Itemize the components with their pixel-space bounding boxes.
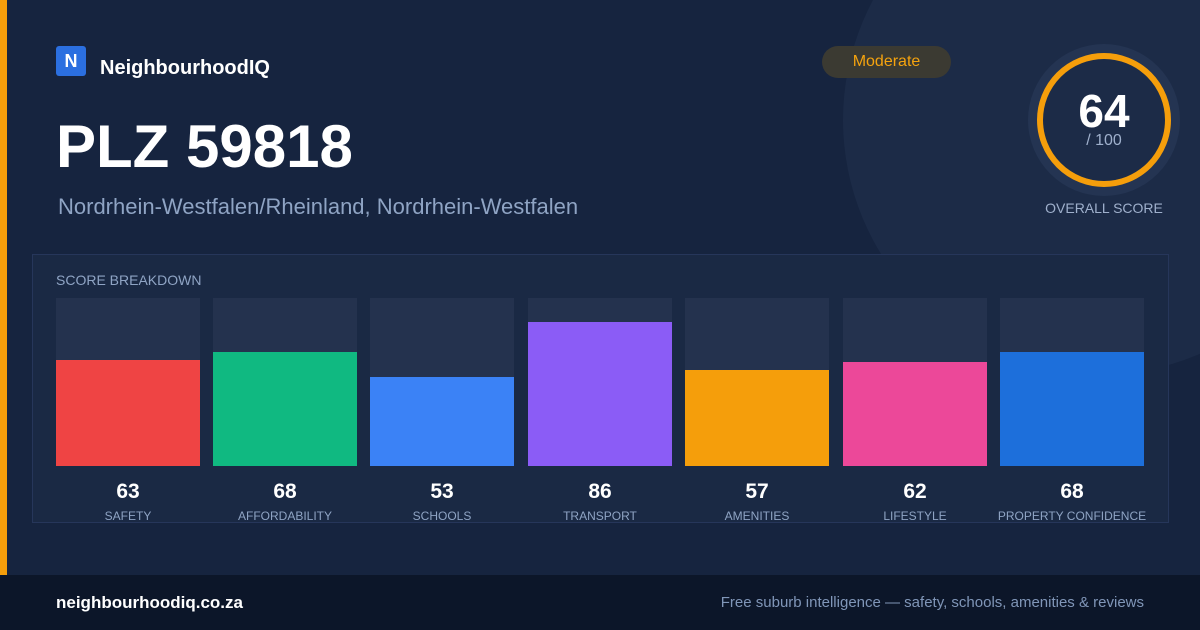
overall-score-ring: [1028, 44, 1180, 196]
footer-tagline: Free suburb intelligence — safety, schoo…: [720, 594, 1144, 611]
brand-logo-icon: N: [56, 46, 86, 76]
bar-label: PROPERTY CONFIDENCE: [997, 509, 1147, 523]
bar-fill: [843, 361, 987, 466]
bar-track: [528, 298, 672, 466]
footer: neighbourhoodiq.co.za Free suburb intell…: [0, 575, 1200, 630]
score-ring-progress: [1037, 53, 1171, 187]
overall-score-label: OVERALL SCORE: [1045, 200, 1163, 216]
bar-track: [56, 298, 200, 466]
bar-track: [213, 298, 357, 466]
page-title: PLZ 59818: [56, 113, 353, 180]
bar-label: SCHOOLS: [412, 509, 472, 523]
bar-schools: 53 SCHOOLS: [370, 298, 514, 523]
brand-name: NeighbourhoodIQ: [100, 56, 270, 79]
breakdown-title: SCORE BREAKDOWN: [56, 272, 202, 288]
bar-lifestyle: 62 LIFESTYLE: [843, 298, 987, 523]
bar-value: 53: [430, 480, 454, 503]
bar-label: LIFESTYLE: [883, 509, 947, 523]
bar-value: 86: [588, 480, 612, 503]
bar-safety: 63 SAFETY: [56, 298, 200, 523]
bar-fill: [1000, 351, 1144, 466]
overall-score-value: 64: [1078, 85, 1130, 137]
footer-site-link[interactable]: neighbourhoodiq.co.za: [56, 593, 243, 612]
share-card: N NeighbourhoodIQ Moderate PLZ 59818 Nor…: [0, 0, 1180, 575]
bar-label: SAFETY: [104, 509, 152, 523]
bar-value: 63: [116, 480, 140, 503]
bar-fill: [213, 351, 357, 466]
bar-fill: [528, 321, 672, 466]
brand[interactable]: N NeighbourhoodIQ: [56, 46, 270, 79]
rating-badge: Moderate: [822, 46, 951, 78]
bar-transport: 86 TRANSPORT: [528, 298, 672, 523]
bar-fill: [370, 376, 514, 466]
bar-track: [1000, 298, 1144, 466]
location-subtitle: Nordrhein-Westfalen/Rheinland, Nordrhein…: [58, 194, 579, 219]
bar-track: [843, 298, 987, 466]
bar-value: 62: [903, 480, 927, 503]
bar-fill: [685, 370, 829, 466]
left-accent-bar: [0, 0, 7, 575]
bar-fill: [56, 360, 200, 466]
bar-property-confidence: 68 PROPERTY CONFIDENCE: [998, 298, 1146, 523]
bar-label: TRANSPORT: [563, 509, 637, 523]
overall-score-max: / 100: [1086, 132, 1122, 149]
bar-track: [685, 298, 829, 466]
bar-label: AFFORDABILITY: [237, 509, 332, 523]
bar-value: 68: [1060, 480, 1084, 503]
bar-value: 68: [273, 480, 297, 503]
bar-affordability: 68 AFFORDABILITY: [213, 298, 357, 523]
bar-amenities: 57 AMENITIES: [685, 298, 829, 523]
bar-value: 57: [745, 480, 769, 503]
bar-label: AMENITIES: [724, 509, 790, 523]
bar-track: [370, 298, 514, 466]
